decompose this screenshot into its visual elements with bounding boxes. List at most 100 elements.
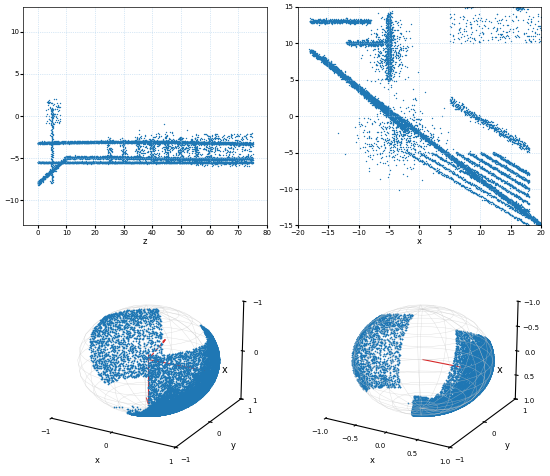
Point bbox=[514, 164, 523, 172]
Point bbox=[168, 138, 177, 145]
Point bbox=[406, 124, 415, 131]
Point bbox=[347, 80, 356, 88]
Point bbox=[385, 72, 394, 80]
Point bbox=[520, 169, 529, 176]
Point bbox=[401, 119, 410, 127]
Point bbox=[163, 138, 172, 145]
Point bbox=[387, 51, 395, 59]
Point bbox=[455, 103, 464, 111]
Point bbox=[477, 151, 486, 159]
Point bbox=[519, 139, 527, 146]
Point bbox=[79, 159, 87, 167]
Point bbox=[49, 139, 58, 147]
Point bbox=[455, 103, 464, 110]
Point bbox=[360, 93, 369, 101]
Point bbox=[162, 156, 171, 163]
Point bbox=[355, 39, 364, 46]
Point bbox=[499, 0, 508, 5]
Point bbox=[348, 19, 356, 27]
Point bbox=[473, 176, 482, 183]
Point bbox=[468, 170, 477, 178]
Point bbox=[138, 138, 147, 146]
Point bbox=[204, 155, 212, 163]
Point bbox=[434, 144, 443, 151]
Point bbox=[485, 184, 494, 192]
Point bbox=[503, 197, 512, 205]
Point bbox=[144, 154, 153, 161]
Point bbox=[118, 154, 127, 161]
Point bbox=[375, 51, 383, 59]
Point bbox=[57, 139, 66, 146]
Point bbox=[376, 101, 385, 109]
Point bbox=[79, 139, 88, 146]
Point bbox=[485, 183, 494, 191]
Point bbox=[453, 156, 462, 164]
Point bbox=[344, 18, 353, 26]
Point bbox=[326, 62, 334, 69]
Point bbox=[407, 122, 416, 130]
Point bbox=[450, 155, 459, 162]
Point bbox=[34, 179, 43, 187]
Point bbox=[163, 138, 172, 146]
Point bbox=[443, 150, 452, 158]
Point bbox=[347, 78, 356, 85]
Point bbox=[312, 17, 321, 25]
Point bbox=[214, 159, 223, 166]
Point bbox=[502, 171, 511, 178]
Point bbox=[222, 140, 231, 148]
Point bbox=[81, 138, 90, 146]
Point bbox=[409, 110, 418, 118]
Point bbox=[412, 96, 421, 104]
Point bbox=[312, 52, 321, 60]
Point bbox=[366, 40, 375, 47]
Point bbox=[498, 153, 507, 161]
Point bbox=[238, 146, 246, 153]
Point bbox=[502, 197, 511, 204]
Point bbox=[340, 73, 349, 81]
Point bbox=[492, 196, 501, 203]
Point bbox=[503, 179, 512, 187]
Point bbox=[387, 113, 396, 121]
Point bbox=[193, 156, 202, 163]
Point bbox=[432, 140, 441, 148]
Point bbox=[387, 25, 396, 33]
Point bbox=[138, 159, 147, 167]
Point bbox=[373, 102, 382, 110]
Point bbox=[138, 138, 146, 146]
Point bbox=[461, 165, 470, 172]
Point bbox=[103, 153, 112, 160]
Point bbox=[368, 40, 377, 48]
Point bbox=[392, 113, 401, 120]
Point bbox=[160, 139, 169, 146]
Point bbox=[169, 155, 178, 162]
Point bbox=[353, 84, 362, 91]
Point bbox=[457, 106, 466, 113]
Point bbox=[187, 156, 196, 164]
Point bbox=[174, 148, 183, 156]
Point bbox=[386, 60, 394, 68]
Point bbox=[409, 95, 418, 102]
Point bbox=[54, 138, 63, 146]
Point bbox=[517, 173, 526, 181]
Point bbox=[348, 81, 356, 89]
Point bbox=[333, 67, 342, 74]
Point bbox=[192, 143, 201, 151]
Point bbox=[498, 191, 507, 199]
Point bbox=[125, 159, 134, 166]
Point bbox=[369, 99, 378, 107]
Point bbox=[345, 36, 354, 44]
Point bbox=[57, 139, 65, 147]
Point bbox=[474, 173, 483, 181]
Point bbox=[319, 54, 328, 61]
Point bbox=[368, 95, 377, 102]
Point bbox=[116, 154, 124, 162]
Point bbox=[366, 97, 375, 105]
Point bbox=[466, 168, 475, 176]
Point bbox=[371, 34, 380, 41]
Point bbox=[123, 139, 132, 146]
Point bbox=[383, 38, 392, 45]
Point bbox=[131, 154, 140, 162]
Point bbox=[478, 156, 487, 164]
Point bbox=[216, 156, 224, 163]
Point bbox=[375, 102, 383, 109]
